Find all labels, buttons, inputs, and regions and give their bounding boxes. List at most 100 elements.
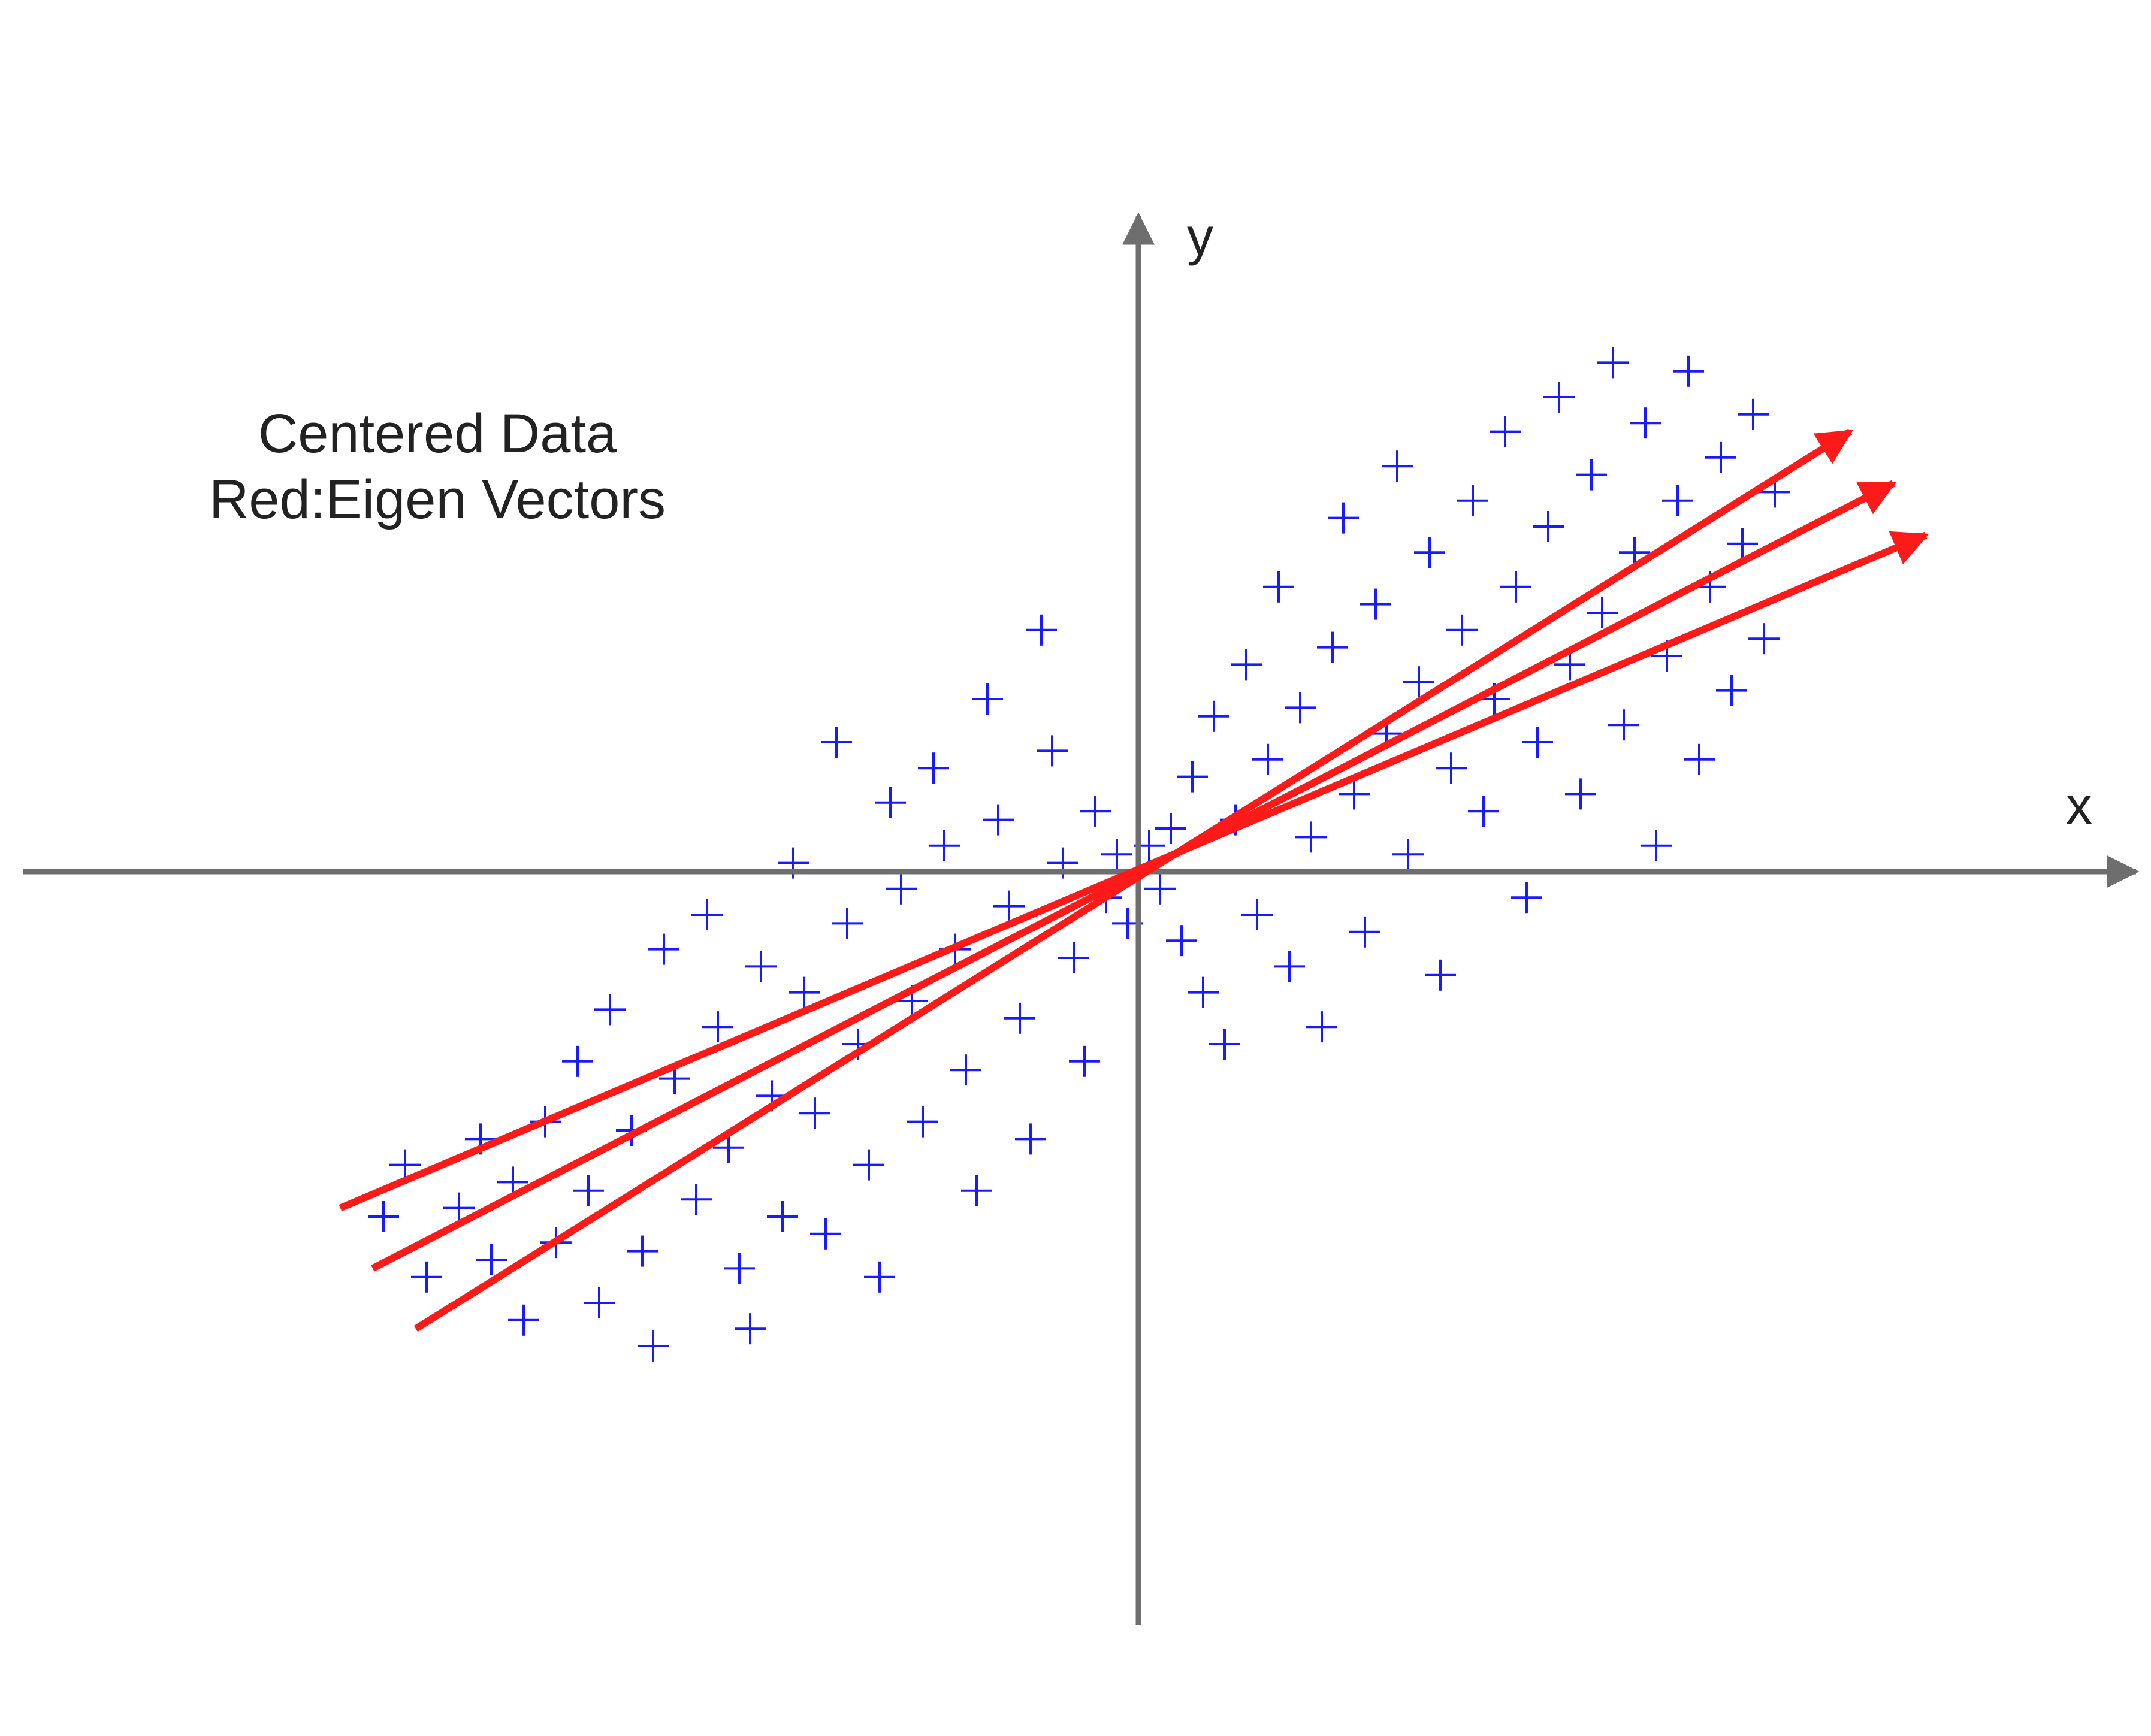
- data-points: [368, 347, 1790, 1362]
- eigen-vector-arrow: [413, 428, 1854, 1332]
- scatter-point: [993, 890, 1025, 922]
- scatter-point: [1662, 485, 1693, 516]
- scatter-point: [594, 994, 626, 1026]
- scatter-point: [735, 1313, 766, 1345]
- scatter-point: [1436, 752, 1467, 784]
- scatter-point: [1543, 382, 1575, 413]
- scatter-point: [1403, 666, 1434, 698]
- scatter-point: [1328, 502, 1359, 534]
- scatter-point: [745, 951, 777, 982]
- scatter-point: [1705, 441, 1736, 473]
- scatter-point: [1457, 485, 1488, 516]
- scatter-point: [1382, 450, 1413, 482]
- scatter-point: [972, 683, 1003, 715]
- eigen-vectors: [339, 428, 1929, 1332]
- scatter-point: [1414, 537, 1445, 568]
- scatter-point: [789, 976, 820, 1008]
- scatter-point: [886, 873, 917, 905]
- y-axis-label: y: [1187, 207, 1213, 266]
- scatter-point: [918, 752, 949, 784]
- scatter-point: [1198, 700, 1229, 732]
- scatter-point: [627, 1235, 658, 1267]
- scatter-point: [562, 1045, 593, 1077]
- scatter-point: [767, 1201, 798, 1232]
- scatter-point: [1339, 778, 1370, 810]
- eigen-vector-arrow: [339, 531, 1929, 1212]
- scatter-point: [702, 1011, 733, 1043]
- scatter-point: [1511, 882, 1542, 914]
- scatter-point: [1155, 813, 1186, 844]
- scatter-point: [1101, 839, 1132, 870]
- scatter-point: [1360, 588, 1391, 620]
- scatter-point: [1004, 1002, 1035, 1034]
- scatter-point: [1641, 830, 1672, 861]
- scatter-point: [1630, 407, 1661, 439]
- chart-subtitle: Red:Eigen Vectors: [209, 469, 666, 530]
- scatter-point: [961, 1175, 992, 1206]
- scatter-point: [1727, 528, 1758, 559]
- scatter-point: [691, 899, 723, 930]
- scatter-point: [1231, 649, 1262, 681]
- scatter-point: [821, 727, 852, 758]
- scatter-point: [1252, 743, 1283, 775]
- scatter-point: [1608, 709, 1639, 741]
- scatter-point: [1533, 511, 1564, 542]
- scatter-point: [1576, 459, 1607, 491]
- scatter-point: [1446, 614, 1478, 646]
- scatter-point: [950, 1054, 981, 1086]
- chart-title: Centered Data: [258, 403, 617, 464]
- scatter-point: [907, 1106, 938, 1138]
- scatter-point: [1285, 692, 1316, 724]
- scatter-point: [1306, 1011, 1337, 1043]
- scatter-point: [1468, 796, 1499, 827]
- scatter-point: [1026, 614, 1057, 646]
- scatter-point: [1069, 1045, 1100, 1077]
- scatter-point: [1317, 631, 1348, 663]
- scatter-point: [724, 1253, 755, 1284]
- scatter-point: [1015, 1123, 1046, 1155]
- scatter-point: [875, 787, 906, 818]
- scatter-point: [1716, 675, 1747, 706]
- scatter-point: [1425, 959, 1456, 991]
- scatter-point: [1565, 778, 1596, 810]
- scatter-point: [853, 1149, 884, 1181]
- scatter-point: [1037, 735, 1068, 767]
- scatter-point: [681, 1184, 712, 1215]
- scatter-point: [573, 1175, 604, 1206]
- scatter-point: [1392, 839, 1424, 870]
- scatter-point: [638, 1330, 669, 1362]
- scatter-point: [368, 1201, 399, 1232]
- scatter-point: [1166, 925, 1197, 957]
- scatter-point: [508, 1304, 539, 1336]
- scatter-point: [810, 1218, 841, 1250]
- scatter-point: [832, 908, 863, 939]
- scatter-point: [1490, 416, 1521, 447]
- scatter-point: [929, 830, 960, 861]
- scatter-point: [799, 1097, 830, 1129]
- scatter-point: [1058, 942, 1089, 973]
- scatter-point: [1144, 873, 1176, 905]
- scatter-point: [1241, 899, 1273, 930]
- eigen-vector-arrow: [371, 480, 1897, 1272]
- scatter-point: [1295, 821, 1327, 853]
- scatter-point: [1748, 623, 1780, 655]
- x-axis-label: x: [2066, 776, 2092, 835]
- scatter-point: [1673, 355, 1704, 387]
- scatter-point: [1684, 743, 1715, 775]
- scatter-point: [1080, 796, 1111, 827]
- scatter-point: [983, 804, 1014, 836]
- scatter-point: [1209, 1029, 1240, 1060]
- scatter-point: [1188, 976, 1219, 1008]
- scatter-point: [1587, 597, 1618, 628]
- scatter-point: [648, 933, 679, 965]
- scatter-point: [1177, 761, 1208, 793]
- scatter-point: [476, 1244, 507, 1275]
- scatter-point: [411, 1261, 442, 1293]
- scatter-point: [1274, 951, 1305, 982]
- scatter-point: [1738, 398, 1769, 430]
- scatter-point: [443, 1192, 475, 1224]
- scatter-point: [1263, 571, 1294, 603]
- scatter-point: [1597, 347, 1629, 379]
- scatter-point: [1522, 727, 1553, 758]
